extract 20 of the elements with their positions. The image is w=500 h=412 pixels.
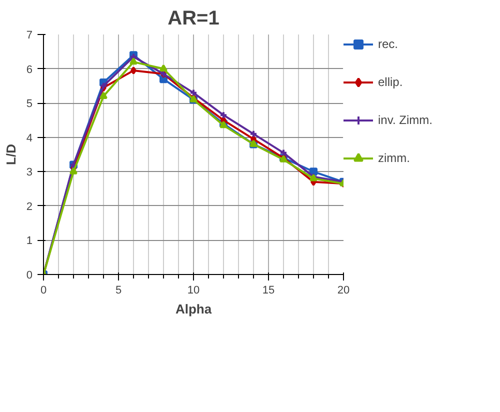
legend-label: zimm. <box>378 151 410 165</box>
y-tick-label: 7 <box>26 30 33 42</box>
y-tick-label: 3 <box>26 166 33 179</box>
legend-label: rec. <box>378 37 398 51</box>
legend-label: inv. Zimm. <box>378 113 432 127</box>
x-tick-label: 10 <box>187 284 200 296</box>
y-tick-label: 0 <box>26 270 33 282</box>
y-tick-label: 5 <box>26 98 33 110</box>
x-axis-title: Alpha <box>175 302 212 316</box>
y-tick-label: 1 <box>26 235 33 248</box>
x-tick-label: 20 <box>337 284 350 296</box>
x-tick-label: 15 <box>262 284 275 296</box>
y-tick-label: 6 <box>26 64 33 76</box>
y-tick-label: 4 <box>26 132 33 144</box>
y-axis-title: L/D <box>3 144 18 165</box>
legend-label: ellip. <box>378 75 403 89</box>
x-tick-label: 5 <box>115 284 122 296</box>
chart-title: AR=1 <box>168 8 220 30</box>
y-tick-label: 2 <box>26 200 33 213</box>
x-tick-label: 0 <box>40 284 47 296</box>
